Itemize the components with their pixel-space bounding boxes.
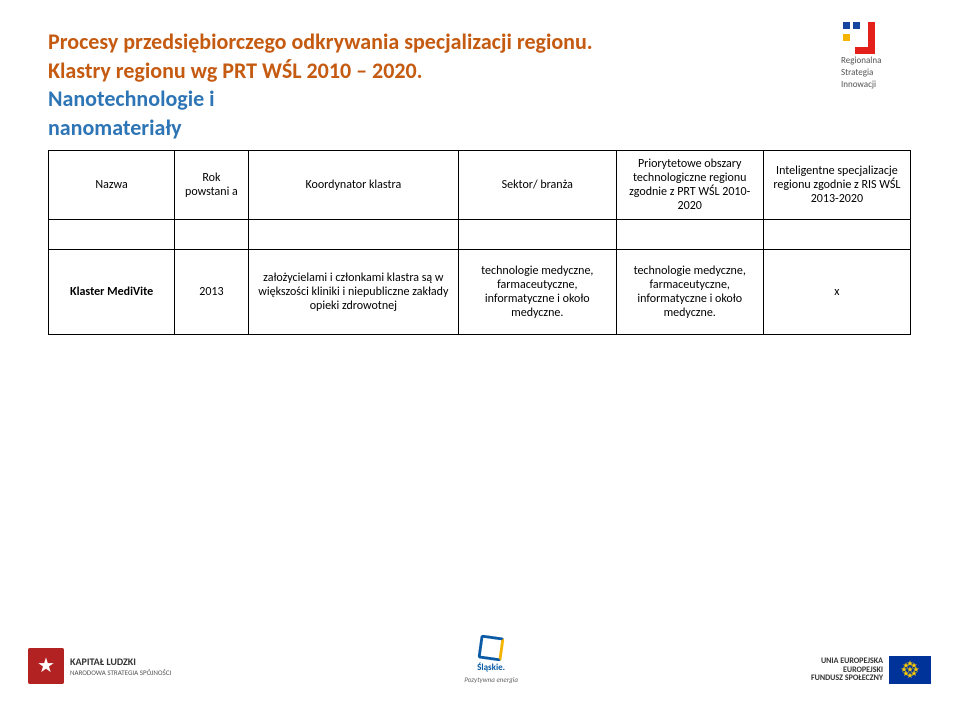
- title-line-3a: Nanotechnologie i: [48, 85, 839, 114]
- rsi-text-2: Strategia: [841, 68, 873, 78]
- footer-logos: KAPITAŁ LUDZKI NARODOWA STRATEGIA SPÓJNO…: [28, 636, 931, 684]
- cell-year: 2013: [175, 250, 249, 335]
- th-name: Nazwa: [49, 151, 175, 220]
- sl-title: Śląskie.: [477, 662, 505, 673]
- cell-name: Klaster MediVite: [49, 250, 175, 335]
- th-prio: Priorytetowe obszary technologiczne regi…: [616, 151, 763, 220]
- rsi-text-1: Regionalna: [841, 56, 881, 66]
- slaskie-icon: [478, 634, 505, 661]
- cell-intel: x: [763, 250, 910, 335]
- th-sector: Sektor/ branża: [458, 151, 616, 220]
- th-intel: Inteligentne specjalizacje regionu zgodn…: [763, 151, 910, 220]
- sl-sub: Pozytywna energia: [464, 675, 518, 684]
- eu-logo: UNIA EUROPEJSKA EUROPEJSKI FUNDUSZ SPOŁE…: [811, 656, 931, 684]
- rsi-text-3: Innowacji: [841, 80, 876, 90]
- kl-sub: NARODOWA STRATEGIA SPÓJNOŚCI: [70, 668, 171, 677]
- th-year: Rok powstani a: [175, 151, 249, 220]
- rsi-icon: [841, 22, 875, 54]
- table-header-row: Nazwa Rok powstani a Koordynator klastra…: [49, 151, 911, 220]
- page-header: Procesy przedsiębiorczego odkrywania spe…: [48, 28, 839, 142]
- table-row: Klaster MediVite 2013 założycielami i cz…: [49, 250, 911, 335]
- rsi-logo: Regionalna Strategia Innowacji: [841, 22, 931, 90]
- eu-line-3: FUNDUSZ SPOŁECZNY: [811, 674, 883, 683]
- title-line-2: Klastry regionu wg PRT WŚL 2010 – 2020.: [48, 57, 839, 86]
- th-coord: Koordynator klastra: [248, 151, 458, 220]
- data-table: Nazwa Rok powstani a Koordynator klastra…: [48, 150, 911, 335]
- eu-flag-icon: [889, 656, 931, 684]
- cell-sector: technologie medyczne, farmaceutyczne, in…: [458, 250, 616, 335]
- title-line-3b: nanomateriały: [48, 114, 839, 143]
- cell-coord: założycielami i członkami klastra są w w…: [248, 250, 458, 335]
- cell-prio: technologie medyczne, farmaceutyczne, in…: [616, 250, 763, 335]
- kapital-ludzki-logo: KAPITAŁ LUDZKI NARODOWA STRATEGIA SPÓJNO…: [28, 648, 171, 684]
- kapital-ludzki-icon: [28, 648, 64, 684]
- kl-title: KAPITAŁ LUDZKI: [70, 655, 171, 668]
- title-line-1: Procesy przedsiębiorczego odkrywania spe…: [48, 28, 839, 57]
- slaskie-logo: Śląskie. Pozytywna energia: [464, 636, 518, 684]
- table-spacer-row: [49, 220, 911, 250]
